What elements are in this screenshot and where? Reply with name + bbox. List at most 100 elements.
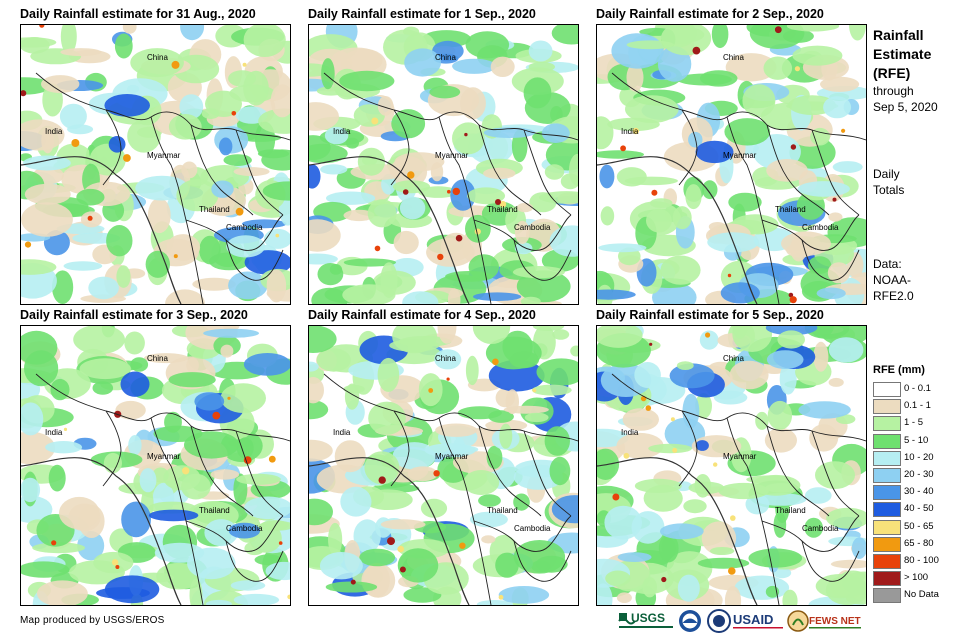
rain-cell [309,361,319,372]
rain-cell [569,153,578,187]
heavy-rain-spot [374,245,381,252]
rain-cell [499,423,513,449]
rain-cell [404,48,441,77]
rain-cell [782,29,814,43]
rain-cell [407,466,438,482]
country-border [611,72,866,141]
place-label-cambodia: Cambodia [226,223,263,232]
place-label-myanmar: Myanmar [723,151,757,160]
rain-cell [130,357,149,372]
rain-cell [108,136,126,153]
legend-label: 20 - 30 [904,469,934,480]
place-label-india: India [45,428,63,437]
rain-cell [76,188,105,206]
country-border [102,109,122,186]
rain-cell [321,58,335,90]
country-border [473,515,572,552]
fewsnet-logo: FEWS NET [787,607,863,635]
heavy-rain-spot [115,565,120,569]
rain-cell [67,124,94,135]
rain-cell [764,428,797,453]
rain-cell [452,58,497,74]
rain-cell [48,464,66,492]
rain-cell [244,250,290,275]
rain-cell [21,431,56,465]
country-border [235,129,284,216]
rain-cell [625,95,679,123]
rain-cell [514,242,533,255]
rain-cell [695,140,734,164]
totals-line-2: Totals [873,183,905,197]
rain-cell [672,206,692,230]
legend-label: No Data [904,589,939,601]
legend-swatch [873,485,901,501]
country-border [678,410,698,487]
rain-cell [380,519,426,530]
rain-cell [24,183,71,205]
rain-cell [205,90,242,118]
legend-label: 65 - 80 [904,537,934,549]
rain-cell [711,25,729,49]
rain-cell [766,350,804,369]
country-border [801,239,860,281]
rain-cell [37,580,88,605]
heavy-rain-spot [387,537,395,546]
rain-cell [147,197,171,234]
rain-cell [92,381,114,395]
rain-cell [309,439,333,462]
heavy-rain-spot [63,427,68,431]
rain-cell [699,330,719,350]
rain-cell [124,331,145,355]
place-label-india: India [45,127,63,136]
heavy-rain-spot [111,559,119,566]
heavy-rain-spot [499,200,507,208]
country-border [35,72,290,141]
heading-line-2: Estimate [873,46,932,62]
heavy-rain-spot [350,579,356,585]
place-label-china: China [435,53,456,62]
country-border [235,430,284,517]
rain-cell [399,196,426,220]
rain-cell [495,552,519,578]
noaa-logo [677,607,703,635]
country-border [811,129,860,216]
rain-cell [359,548,396,567]
rain-cell [325,581,378,593]
legend-swatch [873,588,901,604]
legend-swatch [873,433,901,449]
rain-cell [73,326,125,355]
heavy-rain-spot [632,127,639,135]
heavy-rain-spot [794,66,800,72]
heavy-rain-spot [789,296,797,304]
rain-cell [343,258,396,267]
heavy-rain-spot [51,540,57,546]
rain-cell [41,75,80,94]
rain-cell [772,567,792,579]
data-line-3: RFE2.0 [873,289,914,303]
rain-cell [450,179,476,211]
country-border [478,425,542,517]
country-border [766,124,830,216]
rain-cell [181,161,198,179]
rain-cell [233,167,270,177]
rain-cell [130,48,184,78]
heavy-rain-spot [242,62,247,67]
heavy-rain-spot [428,388,434,393]
map-credit: Map produced by USGS/EROS [20,615,165,626]
rain-cell [463,470,500,495]
rain-cell [531,384,572,396]
rain-cell [481,535,496,544]
legend-label: 5 - 10 [904,434,929,446]
rain-cell [435,423,478,437]
rain-cell [340,486,372,517]
rain-cell [524,412,549,423]
country-border [225,540,284,582]
heavy-rain-spot [87,215,93,221]
rain-cell [343,209,375,222]
rain-cell [642,577,657,598]
heavy-rain-spot [243,456,252,464]
heavy-rain-spot [447,189,451,194]
rain-cell [820,76,860,92]
heavy-rain-spot [171,60,180,69]
heavy-rain-spot [623,452,630,459]
